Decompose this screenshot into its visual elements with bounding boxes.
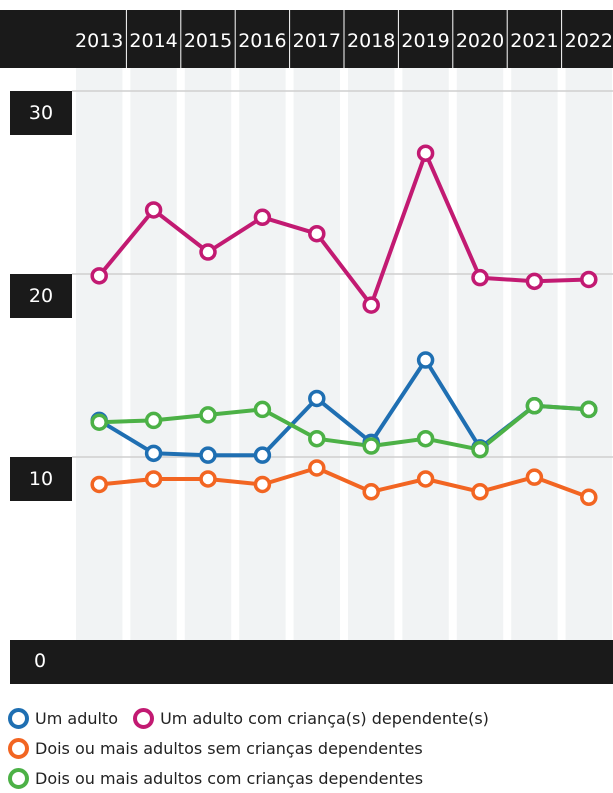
data-point: [144, 201, 163, 219]
data-point: [199, 470, 217, 488]
data-point: [90, 475, 108, 494]
data-point: [416, 470, 435, 488]
gridlines: [72, 90, 613, 458]
data-point: [253, 446, 272, 464]
year-column-stripes: [76, 68, 612, 640]
x-tick-label: 2020: [456, 30, 504, 52]
data-point: [416, 429, 435, 448]
x-tick-label: 2018: [347, 30, 395, 52]
year-stripe: [130, 68, 177, 640]
series-points: [90, 144, 598, 507]
data-point: [525, 272, 544, 291]
data-point: [199, 406, 217, 424]
data-point: [199, 446, 217, 464]
data-point: [308, 459, 326, 477]
data-point: [199, 243, 217, 261]
data-point: [525, 468, 544, 486]
data-point: [416, 351, 435, 369]
x-tick-label: 2014: [129, 30, 177, 52]
legend-marker-orange: [8, 738, 29, 759]
x-tick-label: 2015: [184, 30, 232, 52]
y-tick-label: 10: [29, 468, 53, 490]
x-axis-labels: 2013 2014 2015 2016 2017 2018 2019 2020 2021 2022: [75, 10, 613, 68]
legend-row-2: Dois ou mais adultos sem crianças depend…: [8, 738, 433, 763]
data-point: [308, 224, 326, 243]
series-lines: [97, 151, 590, 500]
data-point: [144, 444, 163, 463]
legend-marker-blue: [8, 708, 29, 729]
data-point: [308, 429, 326, 448]
legend-marker-magenta: [133, 708, 155, 729]
y-tick-label: 20: [29, 285, 53, 307]
x-tick-label: 2013: [75, 30, 123, 52]
line-chart: 2013 2014 2015 2016 2017 2018 2019 2020 2021 2022…: [0, 10, 613, 684]
year-header-bar: [0, 10, 613, 68]
y-tick-box: [10, 274, 72, 318]
data-point: [253, 475, 272, 494]
data-point: [471, 268, 489, 287]
legend-item-dois-com-criancas: Dois ou mais adultos com crianças depend…: [8, 768, 423, 789]
year-stripe: [184, 68, 232, 640]
baseline-bar: [10, 640, 613, 684]
x-tick-label: 2017: [293, 30, 341, 52]
year-stripe: [456, 68, 504, 640]
data-point: [580, 400, 598, 419]
y-tick-box: [10, 457, 72, 501]
legend-label: Um adulto: [35, 709, 118, 728]
series-line-1: [97, 151, 589, 308]
year-stripe: [511, 68, 558, 640]
y-tick-label: 0: [34, 650, 46, 672]
data-point: [580, 488, 598, 507]
data-point: [416, 144, 435, 162]
legend-label: Um adulto com criança(s) dependente(s): [160, 709, 489, 728]
data-point: [471, 440, 489, 459]
data-point: [362, 483, 380, 501]
legend-item-um-adulto: Um adulto: [8, 708, 118, 729]
year-stripe: [565, 68, 612, 640]
data-point: [362, 437, 380, 455]
legend-row-3: Dois ou mais adultos com crianças depend…: [8, 768, 433, 793]
y-axis-labels: 0 10 20 30: [10, 91, 72, 672]
series-line-2: [98, 466, 590, 500]
data-point: [253, 208, 272, 227]
legend-label: Dois ou mais adultos com crianças depend…: [35, 769, 424, 788]
x-tick-label: 2016: [238, 30, 286, 52]
data-point: [144, 411, 163, 430]
x-tick-label: 2019: [401, 30, 449, 52]
data-point: [253, 400, 272, 419]
year-stripe: [239, 68, 286, 640]
data-point: [90, 413, 108, 431]
data-point: [362, 296, 380, 314]
y-tick-label: 30: [29, 102, 53, 124]
legend-item-dois-sem-criancas: Dois ou mais adultos sem crianças depend…: [8, 738, 423, 759]
year-stripe: [348, 68, 395, 640]
legend-label: Dois ou mais adultos sem crianças depend…: [35, 739, 423, 758]
y-tick-box: [10, 91, 72, 135]
data-point: [471, 483, 489, 501]
year-stripe: [293, 68, 340, 640]
x-tick-label: 2021: [510, 30, 558, 52]
series-line-3: [99, 403, 589, 452]
data-point: [580, 270, 598, 289]
data-point: [308, 389, 326, 408]
year-stripe: [76, 68, 123, 640]
legend-marker-green: [8, 768, 29, 789]
x-tick-label: 2022: [565, 30, 613, 52]
data-point: [90, 267, 108, 285]
legend-item-um-adulto-criancas: Um adulto com criança(s) dependente(s): [133, 708, 489, 729]
legend: Um adulto Um adulto com criança(s) depen…: [8, 708, 499, 733]
data-point: [525, 397, 544, 415]
data-point: [144, 470, 163, 488]
